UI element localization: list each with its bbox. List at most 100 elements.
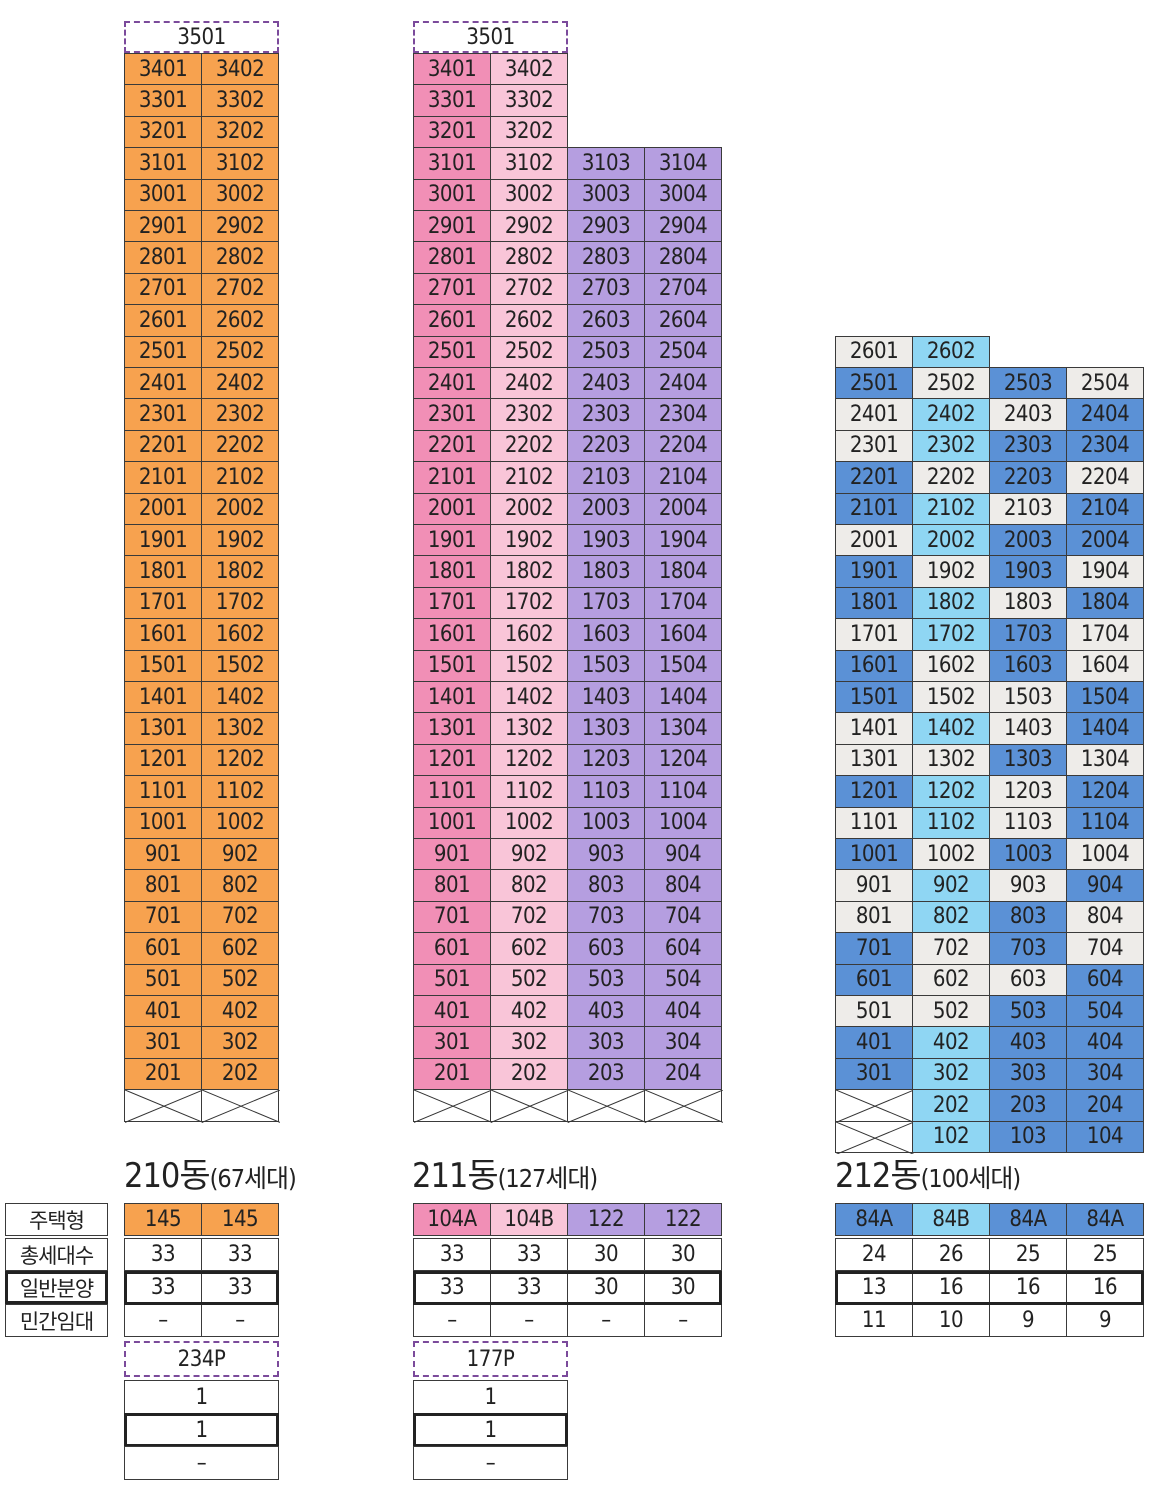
unit-cell: 1501 <box>124 649 202 682</box>
unit-cell: 2102 <box>490 461 568 494</box>
unit-cell: 901 <box>413 838 491 871</box>
unit-cell: 2103 <box>989 492 1067 525</box>
total-cell: 33 <box>201 1238 279 1271</box>
pilotis-cell <box>124 1089 203 1123</box>
unit-cell: 1302 <box>912 743 990 777</box>
general-cell: 30 <box>567 1271 645 1304</box>
unit-cell: 903 <box>989 869 1067 902</box>
unit-cell: 604 <box>644 932 722 965</box>
unit-cell: 2601 <box>124 304 202 337</box>
unit-cell: 1503 <box>989 681 1067 714</box>
general-cell: 16 <box>1066 1271 1144 1304</box>
unit-cell: 3401 <box>124 53 202 86</box>
penthouse-type-cell: 234P <box>124 1341 279 1377</box>
unit-cell: 1702 <box>201 586 279 620</box>
rental-cell: – <box>124 1304 202 1337</box>
unit-cell: 1303 <box>989 743 1067 777</box>
unit-cell: 302 <box>490 1026 568 1059</box>
pilotis-cell <box>835 1089 914 1123</box>
unit-cell: 1603 <box>989 649 1067 682</box>
unit-cell: 801 <box>835 900 913 934</box>
unit-cell: 702 <box>912 932 990 965</box>
total-cell: 25 <box>1066 1238 1144 1271</box>
unit-cell: 402 <box>201 995 279 1028</box>
unit-cell: 1102 <box>201 775 279 808</box>
unit-cell: 404 <box>644 995 722 1028</box>
unit-cell: 402 <box>490 995 568 1028</box>
unit-cell: 1501 <box>413 649 491 682</box>
unit-cell: 702 <box>490 900 568 934</box>
unit-cell: 401 <box>124 995 202 1028</box>
pilotis-cell <box>413 1089 492 1123</box>
unit-cell: 601 <box>413 932 491 965</box>
unit-cell: 1301 <box>124 712 202 745</box>
unit-cell: 1704 <box>644 586 722 620</box>
unit-cell: 2202 <box>490 429 568 463</box>
unit-cell: 2302 <box>490 398 568 431</box>
unit-cell: 804 <box>644 869 722 902</box>
unit-cell: 1601 <box>413 618 491 651</box>
unit-cell: 1803 <box>567 555 645 588</box>
total-cell: 33 <box>413 1238 491 1271</box>
unit-cell: 403 <box>989 1026 1067 1059</box>
general-sale-row-outline <box>413 1271 722 1305</box>
unit-cell: 2201 <box>835 461 913 494</box>
unit-cell: 1701 <box>413 586 491 620</box>
unit-cell: 501 <box>835 995 913 1028</box>
unit-cell: 2901 <box>413 210 491 243</box>
unit-cell: 2202 <box>201 429 279 463</box>
unit-cell: 1804 <box>1066 586 1144 620</box>
general-cell: 16 <box>989 1271 1067 1304</box>
unit-cell: 402 <box>912 1026 990 1059</box>
unit-cell: 1601 <box>835 649 913 682</box>
unit-cell: 1201 <box>413 743 491 777</box>
unit-cell: 2204 <box>644 429 722 463</box>
unit-cell: 2404 <box>644 367 722 400</box>
unit-cell: 2502 <box>201 335 279 368</box>
housing-type-cell: 122 <box>644 1203 722 1236</box>
unit-cell: 1402 <box>201 681 279 714</box>
total-cell: 33 <box>490 1238 568 1271</box>
unit-cell: 2104 <box>644 461 722 494</box>
unit-cell: 1302 <box>201 712 279 745</box>
unit-cell: 303 <box>989 1057 1067 1091</box>
unit-cell: 2701 <box>124 272 202 306</box>
unit-cell: 203 <box>989 1089 1067 1122</box>
unit-cell: 702 <box>201 900 279 934</box>
unit-cell: 1404 <box>1066 712 1144 745</box>
unit-cell: 2201 <box>413 429 491 463</box>
unit-cell: 2101 <box>835 492 913 525</box>
unit-cell: 2302 <box>201 398 279 431</box>
housing-type-cell: 84A <box>835 1203 913 1236</box>
unit-cell: 2402 <box>912 398 990 431</box>
unit-cell: 501 <box>124 963 202 996</box>
unit-cell: 1001 <box>835 838 913 871</box>
rental-cell: 9 <box>989 1304 1067 1337</box>
unit-cell: 1803 <box>989 586 1067 620</box>
unit-cell: 1901 <box>835 555 913 588</box>
unit-cell: 1604 <box>1066 649 1144 682</box>
penthouse-total-cell: 1 <box>413 1380 568 1414</box>
unit-cell: 1603 <box>567 618 645 651</box>
unit-cell: 801 <box>124 869 202 902</box>
unit-cell: 504 <box>1066 995 1144 1028</box>
unit-cell: 2603 <box>567 304 645 337</box>
unit-cell: 1602 <box>912 649 990 682</box>
unit-cell: 3302 <box>490 84 568 117</box>
unit-cell: 3004 <box>644 178 722 211</box>
penthouse-unit: 3501 <box>413 21 568 54</box>
unit-cell: 1601 <box>124 618 202 651</box>
unit-cell: 2203 <box>567 429 645 463</box>
unit-cell: 2904 <box>644 210 722 243</box>
unit-cell: 1101 <box>835 806 913 839</box>
unit-cell: 2303 <box>567 398 645 431</box>
unit-cell: 2204 <box>1066 461 1144 494</box>
unit-cell: 803 <box>567 869 645 902</box>
unit-cell: 1902 <box>490 524 568 557</box>
unit-cell: 2804 <box>644 241 722 274</box>
unit-cell: 1403 <box>567 681 645 714</box>
unit-cell: 704 <box>1066 932 1144 965</box>
unit-cell: 904 <box>1066 869 1144 902</box>
unit-cell: 3002 <box>201 178 279 211</box>
unit-cell: 2501 <box>413 335 491 368</box>
